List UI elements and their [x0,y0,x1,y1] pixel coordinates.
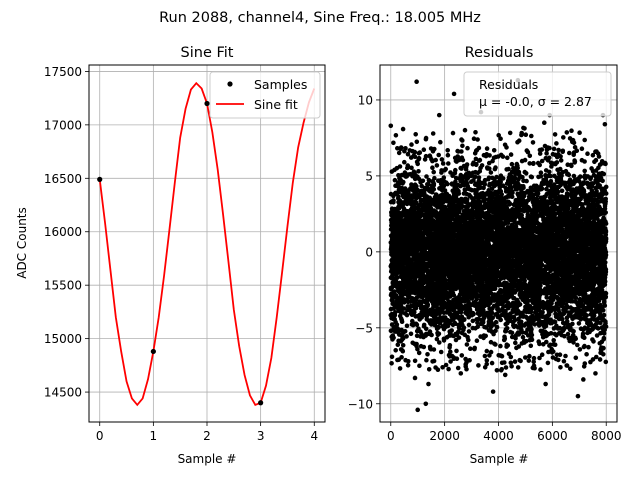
residual-outlier-point [451,91,457,97]
residuals-xtick-label: 0 [387,429,395,443]
legend-residuals-label: Residuals [479,77,538,92]
sine-fit-ytick-label: 14500 [44,386,82,400]
residual-outlier-point [436,112,442,118]
legend-samples-label: Samples [254,77,307,92]
residual-outlier-point [502,372,508,378]
residuals-ytick-label: 5 [365,169,373,183]
legend-samples-marker [227,81,233,87]
sine-fit-ytick-label: 15500 [44,279,82,293]
sine-fit-legend-box [209,71,321,119]
residuals-ytick-label: −5 [355,321,373,335]
sine-fit-frame [88,64,326,423]
sample-point [97,176,103,182]
residuals-axes: Residuals Sample # 0 2000 4000 6000 8000 −10 −… [348,45,622,466]
residuals-ticks: 0 2000 4000 6000 8000 −10 −5 0 5 10 [348,93,622,443]
residual-outlier-point [541,120,547,126]
legend-stats-label: μ = -0.0, σ = 2.87 [479,94,592,109]
residual-outlier-point [575,393,581,399]
residual-outlier-point [558,365,563,370]
sine-fit-legend: Samples Sine fit [209,71,321,119]
residuals-xtick-label: 6000 [537,429,568,443]
residual-outlier-point [581,377,586,382]
residual-outlier-point [426,381,431,387]
residuals-legend-box [463,71,612,117]
sine-fit-xtick-label: 3 [257,429,265,443]
residual-outlier-point [412,375,418,381]
sine-fit-ylabel: ADC Counts [15,207,29,279]
sine-fit-ytick-label: 16000 [44,225,82,239]
sample-point [204,100,210,107]
residual-outlier-point [423,401,429,407]
sine-fit-ticks: 0 1 2 3 4 14500 15000 15500 16000 16500 17000 17500 [44,65,318,443]
sine-fit-xtick-label: 2 [203,429,211,443]
sine-fit-xtick-label: 0 [96,429,104,443]
sine-fit-xlabel: Sample # [178,452,237,466]
residuals-xtick-label: 2000 [429,429,460,443]
residual-outlier-point [458,371,464,376]
sample-point [150,348,156,355]
sine-fit-data [97,81,316,407]
residual-outlier-point [414,79,419,85]
legend-fit-label: Sine fit [254,97,298,112]
sine-fit-ytick-label: 15000 [44,332,82,346]
residuals-title: Residuals [465,45,534,61]
residuals-data [388,77,609,413]
residual-outlier-point [602,121,608,127]
residuals-legend: Residuals μ = -0.0, σ = 2.87 [463,71,612,117]
residual-outlier-point [490,389,496,394]
sine-fit-axes: Sine Fit Sample # ADC Counts 0 1 2 3 4 14500 1… [15,45,326,466]
residual-points [388,125,609,373]
residual-outlier-point [593,371,598,376]
sine-fit-ytick-label: 17000 [44,118,82,132]
figure-title: Run 2088, channel4, Sine Freq.: 18.005 M… [159,10,481,26]
sine-fit-xtick-label: 4 [310,429,318,443]
residuals-xtick-label: 4000 [483,429,514,443]
residual-outlier-point [388,123,394,129]
sine-fit-ytick-label: 16500 [44,172,82,186]
sine-fit-title: Sine Fit [181,45,234,61]
sample-point [258,400,264,406]
residuals-ytick-label: 10 [358,93,373,107]
residuals-xlabel: Sample # [470,452,529,466]
residual-outlier-point [543,381,548,387]
residuals-ytick-label: 0 [365,245,373,259]
residual-outlier-point [415,407,421,413]
residuals-xtick-label: 8000 [591,429,622,443]
sine-fit-grid [89,65,325,422]
sine-fit-xtick-label: 1 [150,429,158,443]
residuals-ytick-label: −10 [348,397,373,411]
residuals-frame [379,64,618,423]
sine-fit-ytick-label: 17500 [44,65,82,79]
